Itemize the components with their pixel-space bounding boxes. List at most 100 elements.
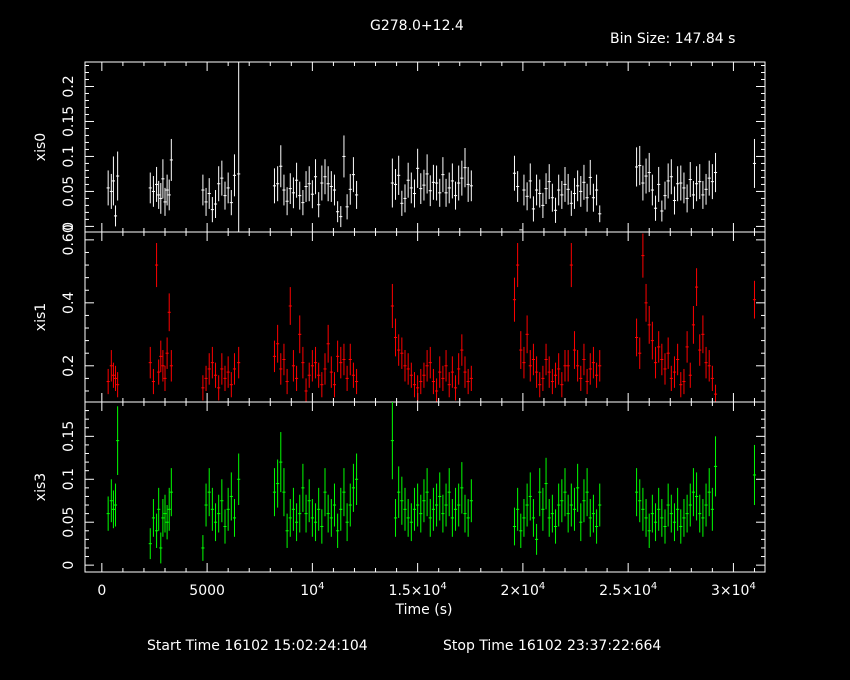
data-point	[161, 499, 165, 537]
data-point	[752, 280, 757, 319]
data-point	[109, 479, 113, 523]
data-point	[676, 166, 680, 202]
data-point	[469, 479, 473, 523]
data-point	[535, 174, 539, 206]
data-point	[541, 365, 545, 391]
data-point	[453, 375, 458, 401]
y-tick-label: 0.05	[61, 507, 77, 538]
data-point	[167, 293, 171, 332]
data-point	[229, 472, 233, 521]
data-point	[641, 487, 645, 531]
data-point	[666, 163, 670, 199]
data-point	[438, 178, 442, 207]
data-point	[393, 499, 398, 537]
data-point	[669, 159, 673, 195]
x-tick-label: 0	[97, 583, 106, 599]
data-point	[304, 171, 308, 202]
data-point	[669, 365, 673, 391]
data-point	[425, 154, 429, 194]
data-point	[204, 187, 208, 216]
data-point	[348, 173, 352, 205]
x-tick-label: 2×104	[500, 581, 545, 599]
data-point	[528, 472, 532, 521]
data-point	[522, 499, 526, 537]
data-point	[563, 350, 567, 382]
data-point	[288, 287, 292, 325]
data-point	[298, 494, 302, 533]
data-point	[666, 483, 670, 527]
data-point	[547, 164, 551, 200]
data-point	[116, 372, 120, 398]
data-point	[397, 334, 401, 366]
data-point	[644, 499, 648, 537]
data-point	[272, 468, 277, 517]
data-point	[207, 178, 211, 209]
data-point	[419, 368, 423, 395]
data-point	[431, 164, 435, 200]
data-point	[444, 483, 448, 527]
data-point	[400, 190, 404, 216]
data-point	[326, 494, 330, 533]
data-point	[595, 174, 599, 206]
data-point	[657, 166, 661, 202]
data-point	[535, 523, 539, 555]
data-point	[598, 350, 602, 382]
data-point	[355, 180, 359, 209]
data-point	[345, 503, 349, 542]
data-point	[157, 487, 161, 531]
data-point	[557, 353, 561, 385]
data-point	[663, 181, 667, 210]
data-point	[201, 535, 205, 561]
data-point	[450, 499, 454, 537]
data-point	[641, 165, 645, 201]
data-point	[148, 172, 152, 204]
data-point	[412, 179, 417, 208]
data-point	[660, 200, 664, 222]
data-point	[295, 503, 299, 542]
data-point	[159, 532, 163, 564]
data-point	[688, 362, 692, 388]
data-point	[638, 145, 642, 186]
data-point	[323, 159, 327, 195]
data-point	[441, 157, 445, 193]
data-point	[342, 135, 346, 178]
data-point	[660, 499, 664, 537]
data-point	[422, 362, 426, 388]
data-point	[653, 195, 658, 221]
data-point	[116, 151, 120, 201]
data-point	[641, 233, 645, 278]
data-point	[553, 362, 558, 388]
data-point	[428, 346, 432, 379]
data-point	[566, 494, 570, 533]
data-point	[336, 513, 340, 548]
data-point	[672, 186, 677, 215]
data-point	[167, 487, 171, 531]
data-point	[355, 453, 359, 506]
data-point	[332, 372, 337, 398]
data-point	[279, 432, 283, 493]
data-point	[345, 365, 349, 391]
data-point	[201, 174, 205, 206]
data-point	[531, 196, 535, 222]
data-point	[644, 158, 648, 194]
data-point	[223, 181, 227, 210]
data-point	[650, 321, 654, 360]
data-point	[207, 468, 211, 517]
panel-xis1: 0.2 0.4 0.60 xis1	[33, 224, 766, 403]
data-point	[282, 343, 286, 376]
data-point	[560, 372, 564, 398]
data-point	[285, 513, 289, 548]
data-point	[647, 152, 651, 193]
data-point	[237, 453, 241, 506]
data-point	[397, 466, 401, 518]
panel-frame	[84, 231, 766, 403]
data-point	[291, 487, 295, 531]
data-point	[213, 503, 218, 542]
data-point	[291, 177, 295, 209]
data-point	[393, 169, 398, 200]
data-point	[710, 487, 714, 531]
data-point	[701, 180, 705, 209]
data-point	[591, 183, 595, 212]
data-point	[279, 145, 283, 188]
y-tick-label: 0.60	[61, 224, 77, 255]
